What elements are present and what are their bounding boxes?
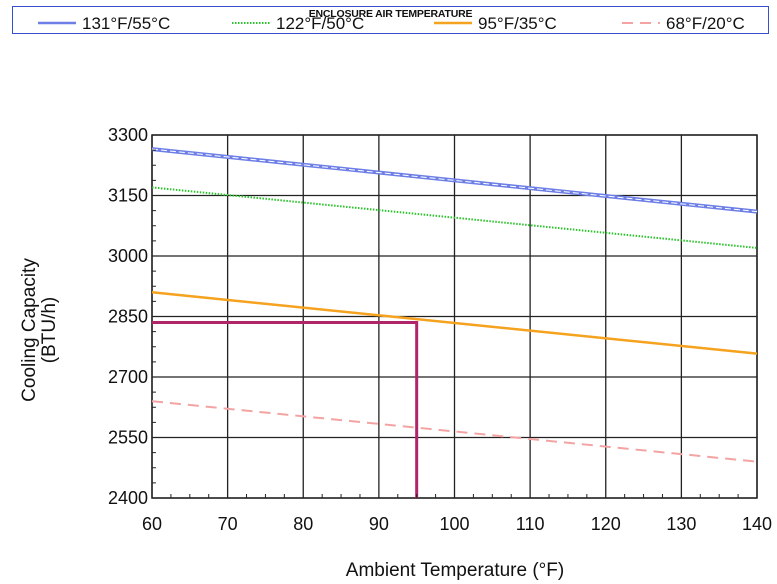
x-tick-label: 90 <box>369 514 389 534</box>
y-axis-title-line-1: Cooling Capacity <box>19 258 40 402</box>
x-tick-label: 140 <box>742 514 772 534</box>
x-tick-label: 60 <box>142 514 162 534</box>
y-tick-label: 2850 <box>108 307 148 327</box>
legend-items: 131°F/55°C 122°F/50°C 95°F/35°C 68°F/20°C <box>38 14 745 33</box>
y-axis-title-line-2: (BTU/h) <box>39 297 60 364</box>
grid <box>151 134 758 499</box>
series-line <box>151 291 758 355</box>
legend-label: 95°F/35°C <box>478 14 557 33</box>
y-axis-title: Cooling Capacity (BTU/h) <box>19 258 60 402</box>
series-line <box>151 400 758 463</box>
x-tick-label: 100 <box>439 514 469 534</box>
x-axis-title: Ambient Temperature (°F) <box>346 560 564 581</box>
y-tick-label: 2700 <box>108 367 148 387</box>
series-line <box>151 186 758 249</box>
plot-frame <box>151 134 758 499</box>
x-tick-label: 120 <box>591 514 621 534</box>
x-tick-label: 110 <box>516 514 545 534</box>
y-tick-label: 3150 <box>108 186 148 206</box>
y-tick-label: 3000 <box>108 246 148 266</box>
series-lines <box>151 147 758 463</box>
x-tick-label: 130 <box>666 514 696 534</box>
series-line-highlight <box>151 148 758 213</box>
y-tick-label: 3300 <box>108 125 148 145</box>
y-tick-label: 2550 <box>108 428 148 448</box>
legend: ENCLOSURE AIR TEMPERATURE <box>12 6 769 34</box>
x-tick-label: 80 <box>293 514 313 534</box>
y-tick-label: 2400 <box>108 488 148 508</box>
x-tick-label: 70 <box>218 514 238 534</box>
legend-label: 131°F/55°C <box>82 14 170 33</box>
legend-label: 68°F/20°C <box>666 14 745 33</box>
axes: 60 70 80 90 100 110 120 130 140 2400 2550 2700 2850 3… <box>108 125 772 534</box>
reading-line <box>152 321 419 498</box>
legend-title: ENCLOSURE AIR TEMPERATURE <box>308 8 473 20</box>
reading-annotation <box>152 321 419 498</box>
legend-label: 122°F/50°C <box>276 14 364 33</box>
